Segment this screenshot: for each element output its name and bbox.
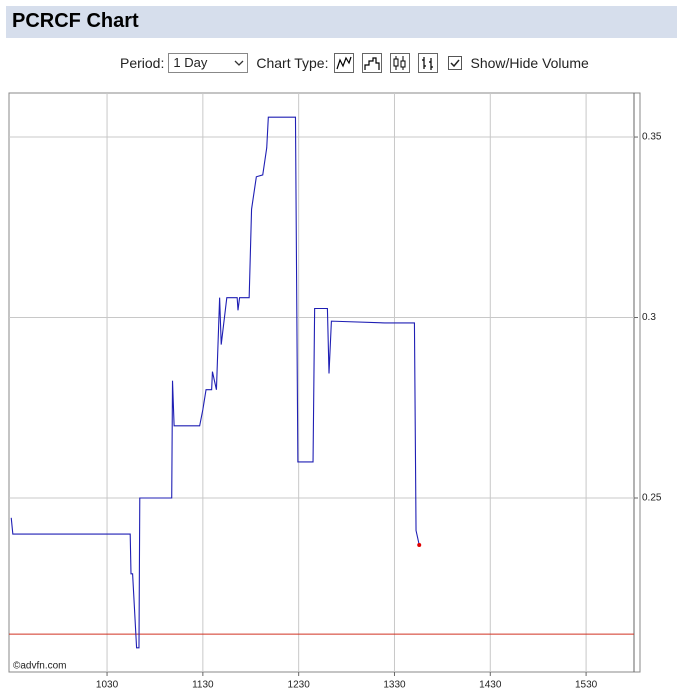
period-select[interactable]: 1 Day xyxy=(168,53,249,73)
header: PCRCF Chart xyxy=(6,6,677,38)
volume-checkbox[interactable] xyxy=(448,56,463,70)
period-label: Period: xyxy=(120,55,165,71)
y-tick-label: 0.25 xyxy=(642,493,662,504)
x-tick-label: 1030 xyxy=(96,680,119,690)
volume-label: Show/Hide Volume xyxy=(470,55,589,71)
ohlc-chart-button[interactable] xyxy=(418,53,439,73)
period-value: 1 Day xyxy=(173,55,208,70)
page-title: PCRCF Chart xyxy=(12,10,139,32)
x-tick-label: 1230 xyxy=(288,680,311,690)
source-label: ©advfn.com xyxy=(13,661,67,672)
x-tick-label: 1430 xyxy=(479,680,502,690)
x-tick-label: 1130 xyxy=(192,680,214,690)
y-tick-label: 0.3 xyxy=(642,312,656,323)
end-marker xyxy=(417,542,422,547)
chart-type-label: Chart Type: xyxy=(256,55,329,71)
controls: Period: 1 Day Chart Type: Show/Hide Volu… xyxy=(120,52,589,74)
plot-frame xyxy=(8,92,641,673)
candle-chart-button[interactable] xyxy=(390,53,411,73)
x-tick-label: 1530 xyxy=(575,680,598,690)
line-chart-button[interactable] xyxy=(334,53,355,73)
x-tick-label: 1330 xyxy=(383,680,406,690)
mountain-chart-button[interactable] xyxy=(362,53,383,73)
price-line xyxy=(10,116,420,649)
y-tick-label: 0.35 xyxy=(642,132,662,143)
select-arrow xyxy=(234,60,244,66)
